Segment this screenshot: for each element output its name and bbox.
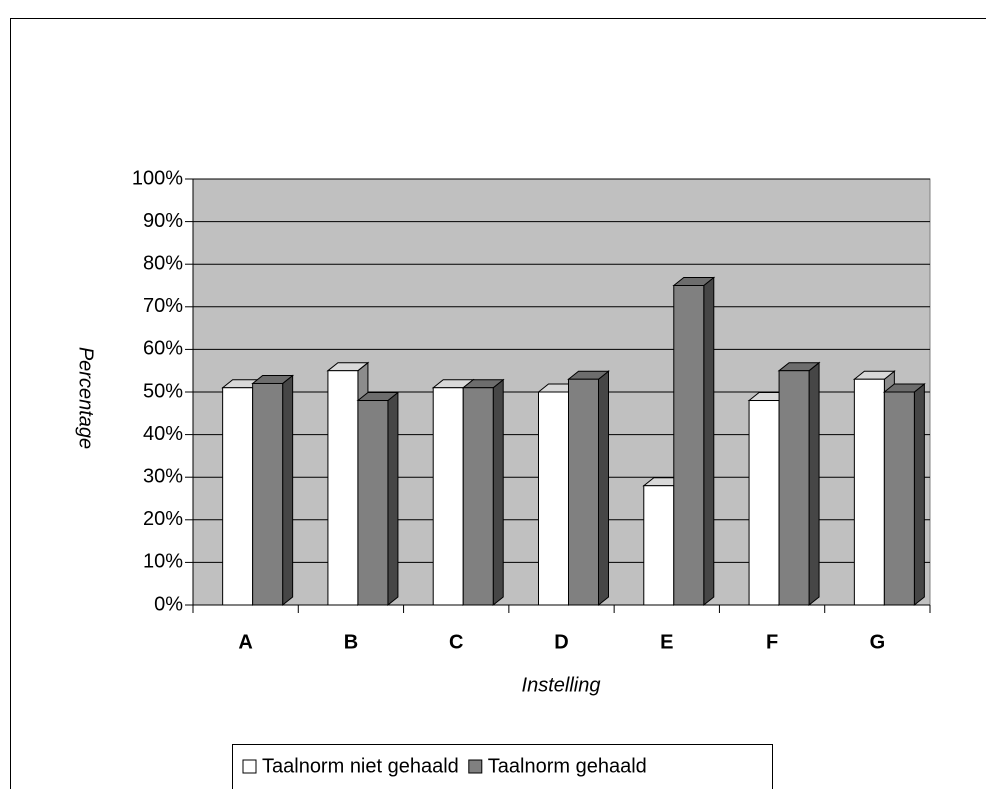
y-tick-label: 80% <box>143 252 183 274</box>
x-axis-title: Instelling <box>522 674 601 696</box>
x-tick-label: E <box>660 631 673 653</box>
legend-box <box>232 744 773 789</box>
bar-front <box>883 391 915 606</box>
bar-side <box>808 361 820 607</box>
bar-front <box>748 400 780 606</box>
x-tick-label: C <box>449 631 463 653</box>
y-tick-label: 0% <box>154 593 183 615</box>
x-tick-label: A <box>238 631 252 653</box>
x-tick-label: D <box>554 631 568 653</box>
y-tick-label: 30% <box>143 465 183 487</box>
bar-front <box>673 285 705 606</box>
y-tick-label: 60% <box>143 338 183 360</box>
legend-label: Taalnorm gehaald <box>488 755 647 777</box>
bar-front <box>643 485 675 606</box>
bar-front <box>538 391 569 606</box>
bar-front <box>222 387 254 606</box>
bar-front <box>327 370 359 606</box>
bar-front <box>568 378 599 606</box>
y-tick-label: 90% <box>143 210 183 232</box>
bar-front <box>462 387 494 606</box>
y-tick-label: 50% <box>143 380 183 402</box>
y-tick-label: 70% <box>143 295 183 317</box>
y-tick-label: 10% <box>143 551 183 573</box>
bar-front <box>432 387 464 606</box>
bar-front <box>853 378 885 606</box>
bar-front <box>252 382 284 606</box>
y-tick-label: 100% <box>132 167 183 189</box>
bar-front <box>357 400 389 606</box>
bar-side <box>282 374 294 607</box>
x-tick-label: B <box>344 631 358 653</box>
legend-swatch <box>468 759 483 774</box>
x-tick-label: G <box>870 631 886 653</box>
y-tick-label: 40% <box>143 423 183 445</box>
y-axis-title: Percentage <box>75 347 97 449</box>
y-tick-label: 20% <box>143 508 183 530</box>
bar-front <box>778 370 810 606</box>
bar-side <box>913 382 925 607</box>
legend-swatch <box>242 759 257 774</box>
bar-side <box>598 370 609 607</box>
legend-label: Taalnorm niet gehaald <box>262 755 459 777</box>
bar-side <box>387 391 399 607</box>
bar-side <box>492 378 504 607</box>
x-tick-label: F <box>766 631 778 653</box>
bar-side <box>703 276 715 607</box>
